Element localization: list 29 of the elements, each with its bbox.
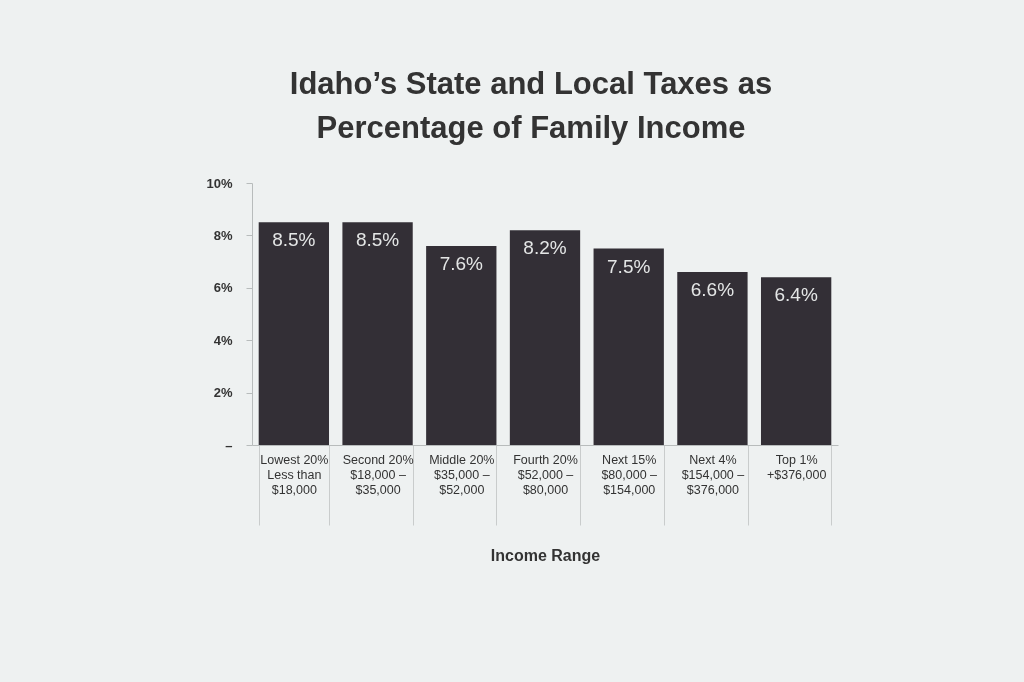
x-tick-label: Next 4% $154,000 – $376,000: [681, 452, 745, 497]
x-tick-label: Top 1% +$376,000: [766, 452, 827, 482]
bar: [258, 222, 330, 445]
data-label: 8.5%: [355, 229, 400, 251]
bar: [342, 222, 413, 445]
x-tick-label: Middle 20% $35,000 – $52,000: [429, 452, 495, 497]
bar: [677, 272, 748, 445]
bar: [426, 245, 497, 445]
y-tick-label: –: [225, 437, 233, 453]
data-label: 7.5%: [607, 255, 651, 277]
y-tick-label: 2%: [213, 385, 233, 401]
y-tick-label: 6%: [213, 280, 233, 296]
chart-title: Idaho’s State and Local Taxes as Percentage of Family Income: [289, 66, 773, 145]
x-axis-title: Income Range: [490, 547, 601, 564]
data-label: 6.4%: [774, 284, 818, 306]
x-tick-label: Next 15% $80,000 – $154,000: [601, 452, 658, 497]
y-tick-label: 10%: [206, 175, 233, 191]
y-tick-label: 8%: [213, 227, 233, 243]
x-tick-label: Second 20% $18,000 – $35,000: [342, 452, 414, 497]
bar: [760, 277, 832, 445]
bar: [593, 248, 664, 445]
data-label: 7.6%: [439, 252, 484, 274]
x-tick-label: Fourth 20% $52,000 – $80,000: [513, 452, 578, 497]
data-label: 6.6%: [690, 279, 735, 301]
data-label: 8.5%: [272, 229, 316, 251]
data-label: 8.2%: [523, 237, 567, 259]
x-tick-label: Lowest 20% Less than $18,000: [260, 452, 329, 497]
bar: [509, 230, 581, 445]
y-tick-label: 4%: [213, 332, 233, 348]
